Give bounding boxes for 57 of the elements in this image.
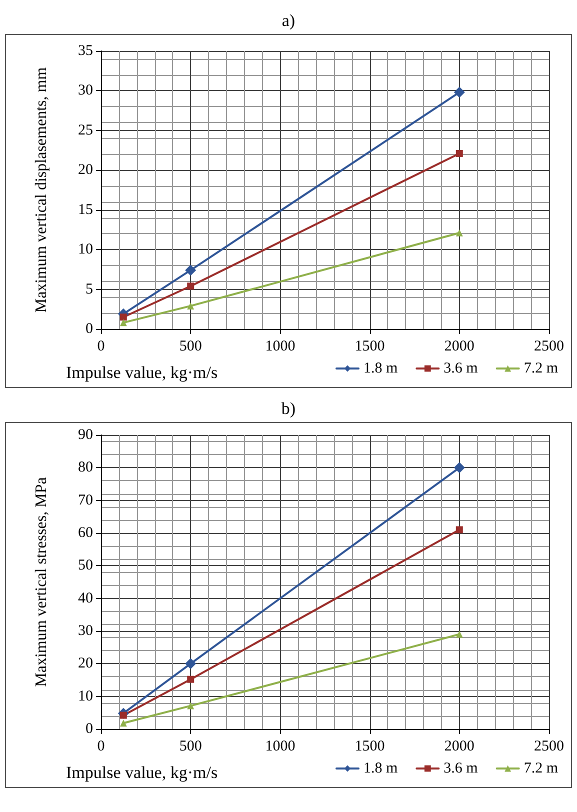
point: [185, 264, 196, 276]
point: [120, 319, 127, 326]
point: [456, 526, 463, 534]
y-tick-label: 30: [78, 623, 93, 639]
x-tick-label: 1000: [265, 738, 296, 754]
y-tick-label: 60: [78, 525, 93, 541]
x-tick-label: 0: [97, 738, 105, 754]
point: [185, 658, 196, 670]
x-tick-label: 2000: [444, 738, 474, 754]
legend-label: 3.6 m: [444, 760, 478, 776]
y-tick-label: 90: [78, 427, 93, 443]
x-tick-label: 1500: [354, 738, 385, 754]
y-tick-label: 10: [78, 688, 93, 704]
point: [120, 720, 127, 727]
point: [187, 302, 194, 310]
y-tick-label: 20: [78, 656, 93, 672]
y-tick-label: 20: [78, 162, 93, 178]
x-tick-label: 1500: [354, 338, 385, 354]
x-axis-title: Impulse value, kg·m/s: [66, 763, 218, 782]
y-tick-label: 0: [86, 721, 93, 737]
y-tick-label: 70: [78, 492, 93, 508]
y-tick-label: 10: [78, 242, 93, 258]
x-tick-label: 1000: [265, 338, 296, 354]
x-tick-label: 2500: [534, 338, 564, 354]
point: [456, 630, 463, 638]
x-axis-title: Impulse value, kg·m/s: [66, 363, 218, 382]
x-tick-label: 500: [179, 338, 202, 354]
point: [120, 314, 127, 321]
legend-label: 1.8 m: [364, 360, 398, 376]
legend-label: 1.8 m: [364, 760, 398, 776]
x-tick-label: 2500: [534, 738, 564, 754]
y-tick-label: 5: [86, 281, 93, 298]
point: [187, 282, 194, 290]
y-tick-label: 30: [78, 82, 93, 99]
legend-label: 7.2 m: [524, 360, 558, 376]
chart-title: b): [280, 398, 297, 420]
y-tick-label: 40: [78, 590, 93, 606]
y-tick-label: 25: [78, 122, 93, 138]
y-tick-label: 15: [78, 202, 93, 218]
point: [454, 86, 465, 98]
y-tick-label: 50: [78, 558, 93, 574]
y-tick-label: 35: [78, 43, 93, 59]
point: [187, 702, 194, 710]
y-axis-title: Maximum vertical stresses, MPa: [33, 477, 50, 687]
legend-label: 7.2 m: [524, 760, 558, 776]
point: [456, 229, 463, 236]
x-tick-label: 0: [97, 338, 105, 354]
point: [187, 676, 194, 683]
x-tick-label: 500: [179, 738, 202, 754]
point: [454, 462, 465, 474]
point: [456, 150, 463, 157]
legend-label: 3.6 m: [444, 360, 478, 376]
y-axis-title: Maximum vertical displasements, mm: [33, 66, 50, 313]
y-tick-label: 80: [78, 460, 93, 476]
y-tick-label: 0: [86, 321, 93, 337]
x-tick-label: 2000: [444, 338, 474, 354]
chart-title: a): [280, 10, 296, 32]
